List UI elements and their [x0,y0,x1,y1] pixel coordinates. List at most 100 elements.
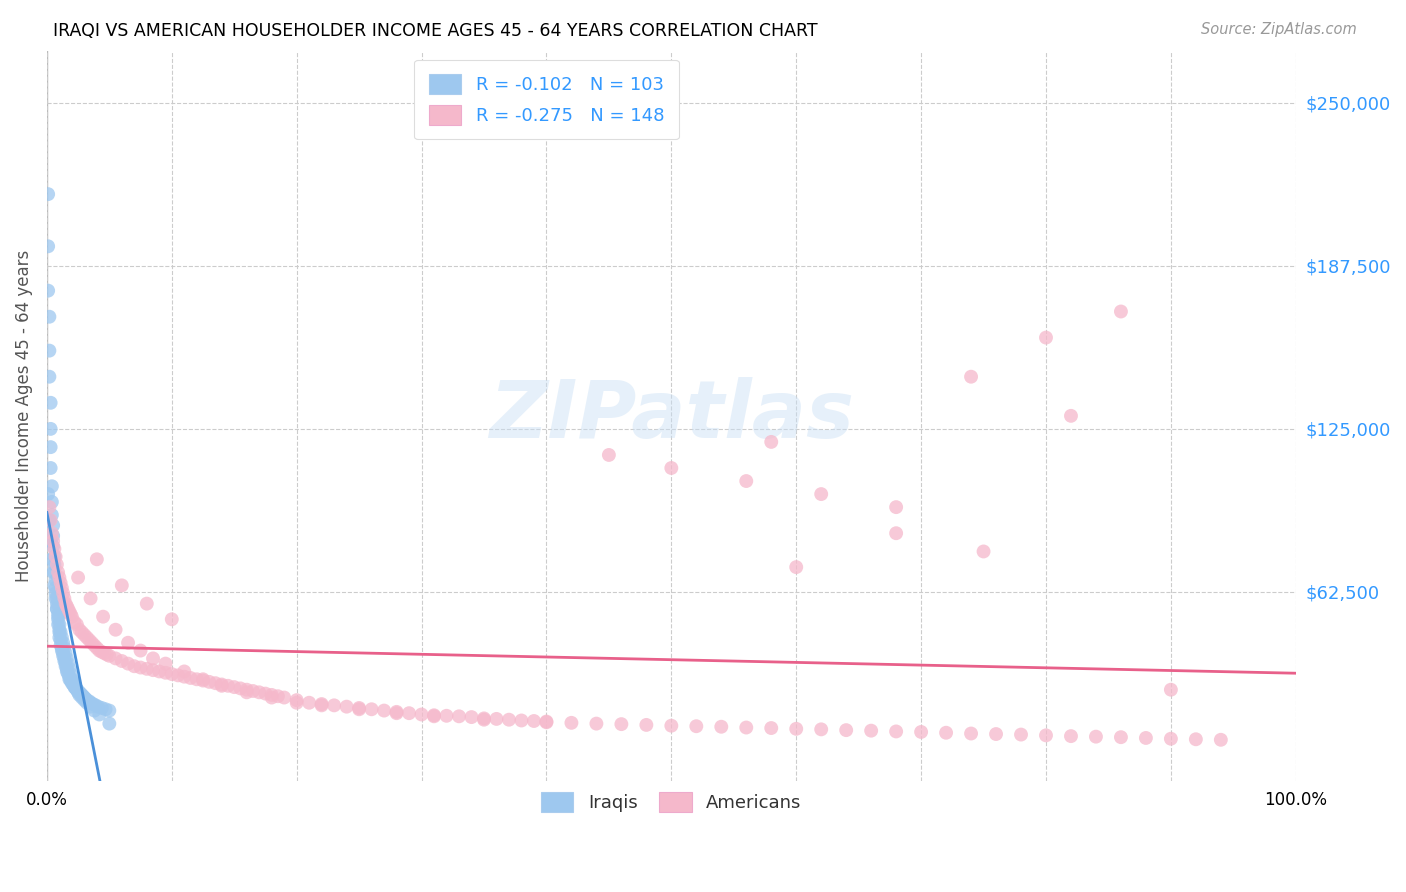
Point [1035,728,1057,742]
Point [79,633,101,648]
Point [89,707,111,722]
Point [1060,729,1083,743]
Point [710,720,733,734]
Point [96,648,118,662]
Point [39,396,62,410]
Point [785,722,807,736]
Point [385,706,408,721]
Point [1185,732,1208,747]
Point [48,623,70,637]
Point [84,698,107,713]
Point [1035,330,1057,344]
Point [37,487,59,501]
Point [598,448,620,462]
Point [472,713,495,727]
Point [67,685,90,699]
Point [311,697,333,711]
Point [111,654,134,668]
Point [810,487,832,501]
Point [86,552,108,566]
Point [87,699,110,714]
Point [60,673,83,687]
Point [69,687,91,701]
Point [56,665,79,679]
Point [51,643,73,657]
Point [585,716,607,731]
Point [560,715,582,730]
Point [63,679,86,693]
Point [1010,728,1032,742]
Point [45,591,67,606]
Point [1209,732,1232,747]
Point [46,612,69,626]
Point [129,643,152,657]
Point [135,597,157,611]
Point [385,705,408,719]
Point [224,680,246,694]
Point [155,657,177,671]
Point [55,659,77,673]
Point [91,609,114,624]
Point [347,702,370,716]
Point [39,513,62,527]
Point [42,566,65,580]
Point [66,682,89,697]
Point [44,558,66,572]
Point [45,581,67,595]
Point [38,500,60,515]
Point [79,694,101,708]
Point [423,708,446,723]
Point [41,508,63,522]
Point [285,696,308,710]
Point [72,690,94,704]
Point [67,684,90,698]
Point [810,723,832,737]
Point [323,698,346,713]
Point [38,369,60,384]
Point [260,690,283,705]
Point [45,586,67,600]
Point [485,712,508,726]
Legend: Iraqis, Americans: Iraqis, Americans [527,778,815,827]
Point [39,534,62,549]
Point [45,549,67,564]
Point [55,597,77,611]
Point [41,552,63,566]
Point [65,681,87,696]
Point [235,685,257,699]
Text: Source: ZipAtlas.com: Source: ZipAtlas.com [1201,22,1357,37]
Point [52,648,75,663]
Point [935,725,957,739]
Point [52,586,75,600]
Point [142,663,165,677]
Point [63,677,86,691]
Point [56,602,79,616]
Point [66,617,89,632]
Point [685,719,707,733]
Point [761,721,783,735]
Point [1135,731,1157,745]
Point [83,704,105,718]
Point [56,662,79,676]
Point [148,665,170,679]
Point [45,591,67,606]
Point [167,668,190,682]
Text: IRAQI VS AMERICAN HOUSEHOLDER INCOME AGES 45 - 64 YEARS CORRELATION CHART: IRAQI VS AMERICAN HOUSEHOLDER INCOME AGE… [53,22,818,40]
Point [242,684,264,698]
Point [76,631,98,645]
Point [472,711,495,725]
Point [51,631,73,645]
Point [73,628,96,642]
Point [93,646,115,660]
Point [42,518,65,533]
Point [48,625,70,640]
Point [94,702,117,716]
Point [447,709,470,723]
Point [53,654,76,668]
Point [51,640,73,655]
Point [436,708,458,723]
Point [58,604,80,618]
Point [211,679,233,693]
Point [49,575,72,590]
Point [373,704,395,718]
